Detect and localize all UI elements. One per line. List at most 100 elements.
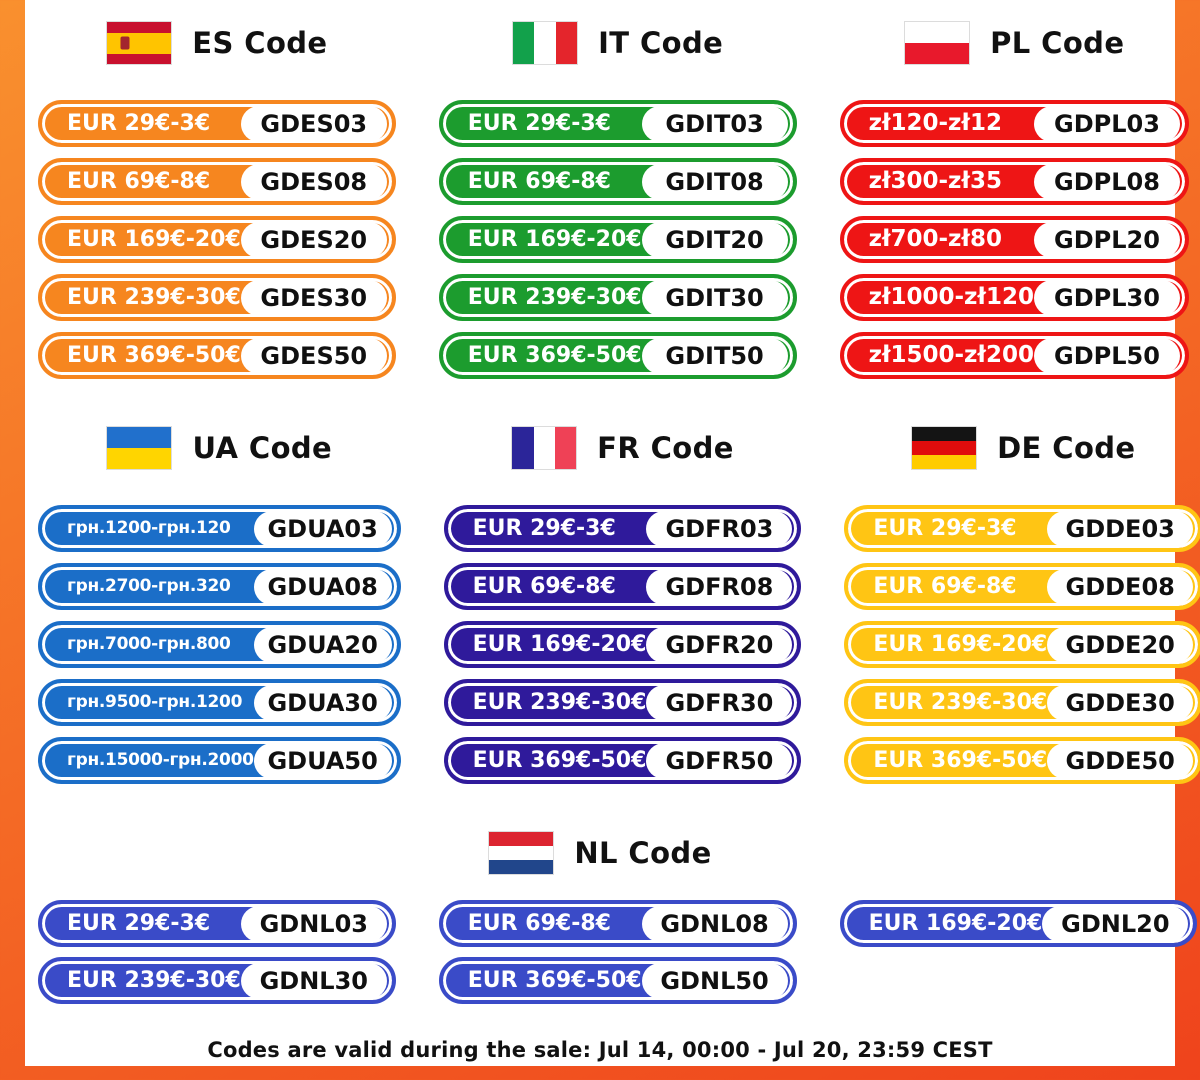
pl-flag-icon xyxy=(904,21,971,65)
coupon-code-badge[interactable]: GDUA08 xyxy=(253,568,392,605)
coupon-GDIT20[interactable]: EUR 169€-20€ GDIT20 xyxy=(438,216,797,263)
coupon-GDES30[interactable]: EUR 239€-30€ GDES30 xyxy=(38,274,396,321)
coupon-code-badge[interactable]: GDFR08 xyxy=(646,568,793,605)
coupon-GDDE03[interactable]: EUR 29€-3€ GDDE03 xyxy=(844,505,1200,552)
coupon-GDPL20[interactable]: zł700-zł80 GDPL20 xyxy=(839,216,1189,263)
coupon-GDPL50[interactable]: zł1500-zł200 GDPL50 xyxy=(839,332,1189,379)
coupon-GDFR20[interactable]: EUR 169€-20€ GDFR20 xyxy=(443,621,802,668)
coupon-code-badge[interactable]: GDIT03 xyxy=(641,105,788,142)
coupon-GDUA50[interactable]: грн.15000-грн.2000 GDUA50 xyxy=(38,737,401,784)
coupon-GDFR08[interactable]: EUR 69€-8€ GDFR08 xyxy=(443,563,802,610)
coupon-code-badge[interactable]: GDDE03 xyxy=(1047,510,1194,547)
coupon-GDUA20[interactable]: грн.7000-грн.800 GDUA20 xyxy=(38,621,401,668)
coupon-discount-label: zł700-zł80 xyxy=(868,226,1002,252)
coupon-code-badge[interactable]: GDIT20 xyxy=(641,221,788,258)
coupon-GDPL30[interactable]: zł1000-zł120 GDPL30 xyxy=(839,274,1189,321)
coupon-GDDE30[interactable]: EUR 239€-30€ GDDE30 xyxy=(844,679,1200,726)
ua-flag-icon xyxy=(106,426,173,470)
coupon-code-badge[interactable]: GDPL03 xyxy=(1033,105,1180,142)
coupon-code-badge[interactable]: GDDE20 xyxy=(1047,626,1194,663)
coupon-list-fr: EUR 29€-3€ GDFR03 EUR 69€-8€ GDFR08 EUR 169€… xyxy=(443,505,802,784)
flag-emblem xyxy=(120,36,130,50)
coupon-GDPL03[interactable]: zł120-zł12 GDPL03 xyxy=(839,100,1189,147)
coupon-GDNL50[interactable]: EUR 369€-50€ GDNL50 xyxy=(438,957,797,1004)
coupon-GDIT50[interactable]: EUR 369€-50€ GDIT50 xyxy=(438,332,797,379)
coupon-code-badge[interactable]: GDPL20 xyxy=(1033,221,1180,258)
coupon-GDES03[interactable]: EUR 29€-3€ GDES03 xyxy=(38,100,396,147)
coupon-code-badge[interactable]: GDPL50 xyxy=(1033,337,1180,374)
coupon-GDIT03[interactable]: EUR 29€-3€ GDIT03 xyxy=(438,100,797,147)
coupon-GDFR03[interactable]: EUR 29€-3€ GDFR03 xyxy=(443,505,802,552)
coupon-code-badge[interactable]: GDFR03 xyxy=(646,510,793,547)
coupon-code-badge[interactable]: GDFR20 xyxy=(646,626,793,663)
sections-row-2: UA Code грн.1200-грн.120 GDUA03 грн.2700-гр… xyxy=(38,425,1200,784)
coupon-code-badge[interactable]: GDPL30 xyxy=(1033,279,1180,316)
coupon-code-badge[interactable]: GDES03 xyxy=(240,105,387,142)
coupon-code-badge[interactable]: GDDE08 xyxy=(1047,568,1194,605)
flag-stripe xyxy=(512,427,534,469)
coupon-GDPL08[interactable]: zł300-zł35 GDPL08 xyxy=(839,158,1189,205)
coupon-discount-label: EUR 169€-20€ xyxy=(472,631,647,657)
coupon-code-badge[interactable]: GDNL30 xyxy=(240,962,387,999)
coupon-GDDE08[interactable]: EUR 69€-8€ GDDE08 xyxy=(844,563,1200,610)
coupon-code-badge[interactable]: GDUA20 xyxy=(253,626,392,663)
section-title-pl: PL Code xyxy=(990,26,1125,60)
coupon-code-badge[interactable]: GDES08 xyxy=(240,163,387,200)
coupon-GDES20[interactable]: EUR 169€-20€ GDES20 xyxy=(38,216,396,263)
section-header-de: DE Code xyxy=(844,425,1200,471)
coupon-code-badge[interactable]: GDNL50 xyxy=(641,962,788,999)
coupon-GDUA03[interactable]: грн.1200-грн.120 GDUA03 xyxy=(38,505,401,552)
coupon-code-badge[interactable]: GDUA03 xyxy=(253,510,392,547)
coupon-GDIT08[interactable]: EUR 69€-8€ GDIT08 xyxy=(438,158,797,205)
sections-row-1: ES Code EUR 29€-3€ GDES03 EUR 69€-8€ GDES08 E… xyxy=(38,20,1189,379)
coupon-discount-label: EUR 29€-3€ xyxy=(467,110,611,136)
coupon-code-badge[interactable]: GDNL08 xyxy=(641,905,788,942)
coupon-discount-label: EUR 29€-3€ xyxy=(472,515,616,541)
coupon-GDES08[interactable]: EUR 69€-8€ GDES08 xyxy=(38,158,396,205)
coupon-GDNL30[interactable]: EUR 239€-30€ GDNL30 xyxy=(38,957,396,1004)
coupon-GDUA30[interactable]: грн.9500-грн.1200 GDUA30 xyxy=(38,679,401,726)
nl-section-header: NL Code xyxy=(38,830,1162,876)
code-section-ua: UA Code грн.1200-грн.120 GDUA03 грн.2700-гр… xyxy=(38,425,401,784)
coupon-code-badge[interactable]: GDUA50 xyxy=(253,742,392,779)
coupon-GDFR50[interactable]: EUR 369€-50€ GDFR50 xyxy=(443,737,802,784)
coupon-code-badge[interactable]: GDFR30 xyxy=(646,684,793,721)
coupon-GDNL20[interactable]: EUR 169€-20€ GDNL20 xyxy=(839,900,1198,947)
flag-stripe xyxy=(555,22,578,64)
coupon-discount-label: EUR 239€-30€ xyxy=(67,967,241,993)
coupon-code-badge[interactable]: GDIT30 xyxy=(641,279,788,316)
coupon-GDNL03[interactable]: EUR 29€-3€ GDNL03 xyxy=(38,900,396,947)
coupon-discount-label: EUR 369€-50€ xyxy=(873,747,1048,773)
coupon-GDFR30[interactable]: EUR 239€-30€ GDFR30 xyxy=(443,679,802,726)
coupon-code-badge[interactable]: GDDE30 xyxy=(1047,684,1194,721)
coupon-GDES50[interactable]: EUR 369€-50€ GDES50 xyxy=(38,332,396,379)
coupon-discount-label: EUR 369€-50€ xyxy=(472,747,647,773)
coupon-code-badge[interactable]: GDFR50 xyxy=(646,742,793,779)
flag-stripe xyxy=(905,22,970,43)
section-header-fr: FR Code xyxy=(444,425,802,471)
section-header-nl: NL Code xyxy=(38,830,1162,876)
coupon-GDDE20[interactable]: EUR 169€-20€ GDDE20 xyxy=(844,621,1200,668)
coupon-code-badge[interactable]: GDNL03 xyxy=(240,905,387,942)
coupon-code-badge[interactable]: GDIT08 xyxy=(641,163,788,200)
coupon-code-badge[interactable]: GDPL08 xyxy=(1033,163,1180,200)
coupon-discount-label: EUR 69€-8€ xyxy=(67,168,211,194)
coupon-code-badge[interactable]: GDNL20 xyxy=(1042,905,1189,942)
coupon-discount-label: zł300-zł35 xyxy=(868,168,1002,194)
section-header-it: IT Code xyxy=(439,20,797,66)
coupon-code-badge[interactable]: GDES30 xyxy=(240,279,387,316)
coupon-code-badge[interactable]: GDIT50 xyxy=(641,337,788,374)
coupon-code-badge[interactable]: GDES50 xyxy=(240,337,387,374)
code-section-pl: PL Code zł120-zł12 GDPL03 zł300-zł35 GDPL08 z… xyxy=(839,20,1189,379)
coupon-GDDE50[interactable]: EUR 369€-50€ GDDE50 xyxy=(844,737,1200,784)
coupon-code-badge[interactable]: GDUA30 xyxy=(253,684,392,721)
coupon-discount-label: EUR 239€-30€ xyxy=(467,284,642,310)
coupon-discount-label: zł1500-zł200 xyxy=(868,342,1034,368)
coupon-GDNL08[interactable]: EUR 69€-8€ GDNL08 xyxy=(438,900,797,947)
coupon-GDUA08[interactable]: грн.2700-грн.320 GDUA08 xyxy=(38,563,401,610)
nl-flag-icon xyxy=(488,831,555,875)
coupon-code-badge[interactable]: GDDE50 xyxy=(1047,742,1194,779)
coupon-GDIT30[interactable]: EUR 239€-30€ GDIT30 xyxy=(438,274,797,321)
coupon-code-badge[interactable]: GDES20 xyxy=(240,221,387,258)
coupon-discount-label: zł1000-zł120 xyxy=(868,284,1034,310)
